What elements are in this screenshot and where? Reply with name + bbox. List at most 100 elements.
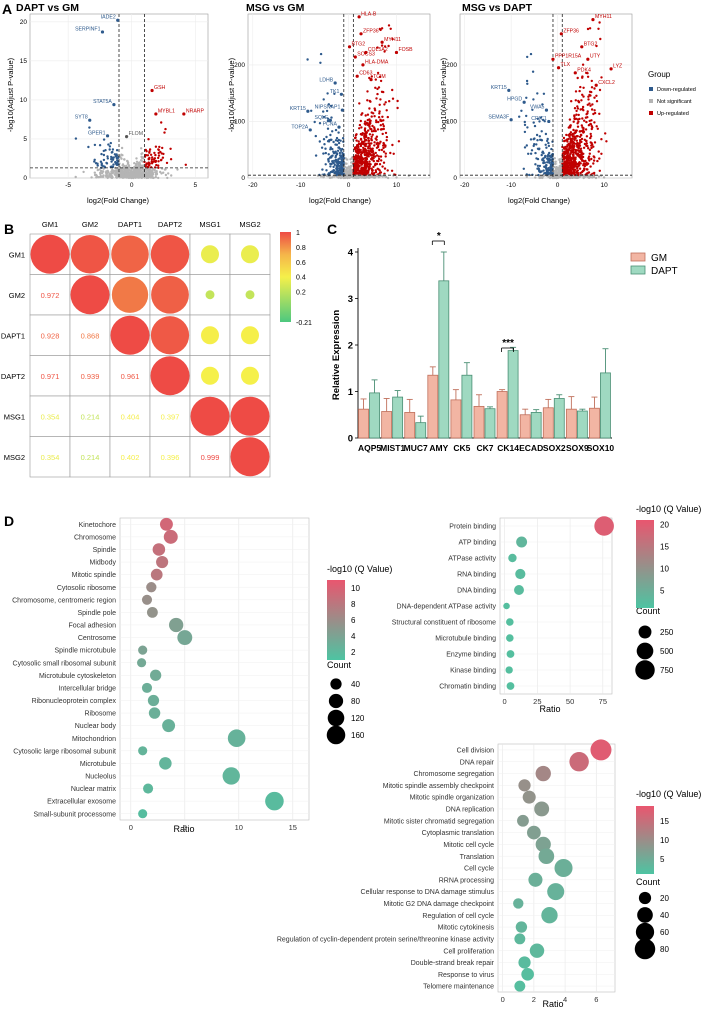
volcano-point: [586, 103, 589, 107]
bar-category-label: AMY: [429, 443, 448, 453]
volcano-point: [365, 165, 368, 168]
go-dot: [141, 594, 153, 605]
volcano-point: [110, 170, 113, 173]
go-size-key-label: 250: [660, 628, 674, 637]
volcano-gene-label: FOSB: [398, 47, 413, 53]
volcano-point: [604, 132, 607, 135]
bar-ytick-label: 1: [348, 387, 354, 398]
go-dot: [222, 767, 240, 785]
volcano-point: [382, 150, 386, 153]
volcano-point: [365, 162, 369, 165]
volcano-point: [579, 133, 583, 136]
go-term-label: Structural constituent of ribosome: [392, 620, 496, 627]
volcano-point: [327, 153, 330, 156]
volcano-point: [381, 123, 385, 126]
volcano-point: [378, 169, 381, 172]
volcano-point: [583, 142, 587, 146]
volcano-point: [375, 120, 378, 124]
volcano-point: [373, 127, 376, 131]
corr-circle: [150, 235, 190, 274]
bar-gm: [589, 407, 600, 439]
go-colorbar-tick: 20: [660, 520, 669, 529]
volcano-point: [147, 174, 150, 178]
volcano-gene-label: HLA-B: [361, 11, 377, 17]
volcano-labeled-point: [609, 67, 613, 71]
volcano-xlabel-2: log2(Fold Change): [309, 196, 372, 205]
volcano-point: [544, 143, 547, 146]
volcano-point: [600, 152, 603, 155]
volcano-point: [123, 158, 126, 161]
volcano-point: [569, 131, 573, 134]
volcano-point: [318, 140, 321, 143]
go-term-label: Cell proliferation: [443, 948, 494, 955]
volcano-xtick-label: -20: [248, 182, 258, 189]
volcano-point: [164, 127, 167, 131]
go-term-label: Cytosolic large ribosomal subunit: [13, 748, 116, 755]
go-size-key-label: 160: [351, 731, 365, 740]
go-term-label: Ribosome: [84, 711, 116, 718]
volcano-point: [154, 175, 157, 179]
volcano-labeled-point: [586, 57, 590, 61]
volcano-points: [306, 24, 410, 180]
volcano-point: [574, 152, 578, 155]
volcano-point: [576, 105, 579, 108]
volcano-point: [143, 171, 146, 174]
volcano-point: [566, 169, 569, 172]
volcano-point: [598, 21, 601, 24]
volcano-point: [582, 146, 586, 149]
volcano-point: [547, 175, 550, 178]
volcano-ytick-label: 0: [23, 175, 27, 182]
corr-value: 0.402: [121, 453, 140, 462]
volcano-labeled-point: [559, 32, 563, 36]
volcano-point: [147, 161, 150, 164]
volcano-point: [125, 175, 128, 179]
volcano-point: [598, 157, 601, 160]
go-colorbar-tick: 15: [660, 817, 669, 826]
go-xtick-label: 0: [502, 697, 506, 706]
volcano-point: [328, 156, 332, 159]
volcano-gene-label: CD63: [359, 71, 372, 77]
go-dot: [138, 809, 148, 819]
volcano-point: [100, 162, 104, 165]
volcano-point: [344, 172, 348, 176]
volcano-point: [153, 151, 156, 155]
volcano-point: [355, 139, 358, 142]
volcano-labeled-point: [551, 57, 555, 61]
volcano-labeled-point: [337, 125, 341, 129]
volcano-point: [593, 121, 596, 124]
volcano-point: [542, 169, 545, 172]
volcano-point: [584, 128, 588, 131]
bar-dapt: [415, 422, 427, 439]
corr-cell: [109, 355, 151, 397]
volcano-point: [144, 148, 147, 152]
volcano-point: [529, 52, 533, 56]
go-term-label: Extracellular exosome: [47, 799, 116, 806]
volcano-xtick-label: 10: [600, 182, 608, 189]
volcano-point: [378, 110, 381, 113]
volcano-point: [329, 176, 332, 179]
volcano-point: [565, 155, 568, 158]
volcano-point: [98, 168, 101, 171]
go-dot: [518, 956, 531, 969]
volcano-point: [587, 176, 590, 179]
volcano-point: [567, 137, 570, 141]
volcano-point: [548, 161, 551, 164]
corr-circle: [150, 356, 190, 396]
bar-legend-swatch-gm: [630, 252, 646, 262]
corr-circle: [150, 316, 190, 355]
volcano-point: [383, 50, 386, 53]
volcano-point: [372, 165, 375, 169]
volcano-gene-label: ZFP36: [363, 28, 379, 34]
corr-value: 0.961: [121, 372, 140, 381]
volcano-point: [570, 156, 573, 160]
volcano-point: [579, 149, 582, 152]
go-size-key-label: 80: [660, 945, 669, 954]
volcano-point: [99, 172, 102, 176]
volcano-point: [592, 175, 596, 179]
volcano-point: [152, 158, 156, 161]
volcano-point: [578, 135, 582, 138]
volcano-ytick-label: 100: [234, 119, 245, 126]
go-term-label: Centrosome: [78, 635, 116, 642]
